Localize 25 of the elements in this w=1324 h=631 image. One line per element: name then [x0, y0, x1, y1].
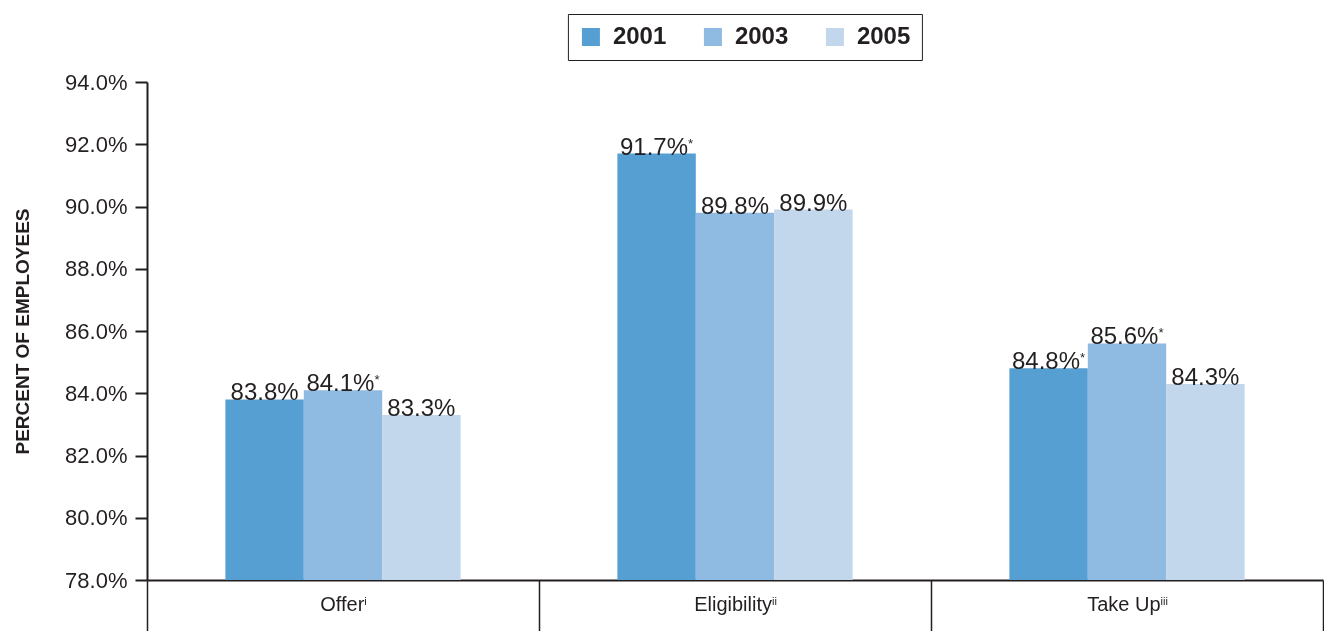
y-axis-title: PERCENT OF EMPLOYEES: [12, 208, 34, 455]
x-tick-label: Eligibility$^{ii}$: [694, 592, 777, 615]
data-label: 85.6%$^{*}$: [1090, 322, 1164, 350]
y-tick-label: 88.0%: [65, 256, 128, 282]
data-label: 84.1%$^{*}$: [306, 369, 380, 397]
data-label: 91.7%$^{*}$: [620, 132, 694, 160]
data-label: 83.3%: [387, 394, 456, 422]
y-tick-label: 94.0%: [65, 69, 128, 95]
y-tick-label: 80.0%: [65, 505, 128, 531]
data-label: 83.8%: [230, 378, 299, 406]
data-label: 84.8%$^{*}$: [1012, 347, 1086, 375]
y-tick-label: 90.0%: [65, 194, 128, 219]
y-tick-label: 92.0%: [65, 131, 128, 157]
legend-label: 2005: [856, 22, 911, 49]
y-tick-label: 86.0%: [65, 318, 128, 344]
y-tick-label: 84.0%: [65, 380, 128, 406]
legend-label: 2003: [734, 22, 789, 49]
y-tick-label: 82.0%: [65, 443, 128, 468]
x-tick-label: Offer$^{i}$: [320, 592, 367, 615]
legend-label: 2001: [612, 22, 667, 49]
data-label: 84.3%: [1171, 362, 1240, 390]
data-label: 89.9%: [779, 188, 848, 216]
data-label: 89.8%: [700, 191, 770, 219]
y-tick-label: 78.0%: [65, 567, 128, 593]
x-tick-label: Take Up$^{iii}$: [1087, 592, 1168, 615]
